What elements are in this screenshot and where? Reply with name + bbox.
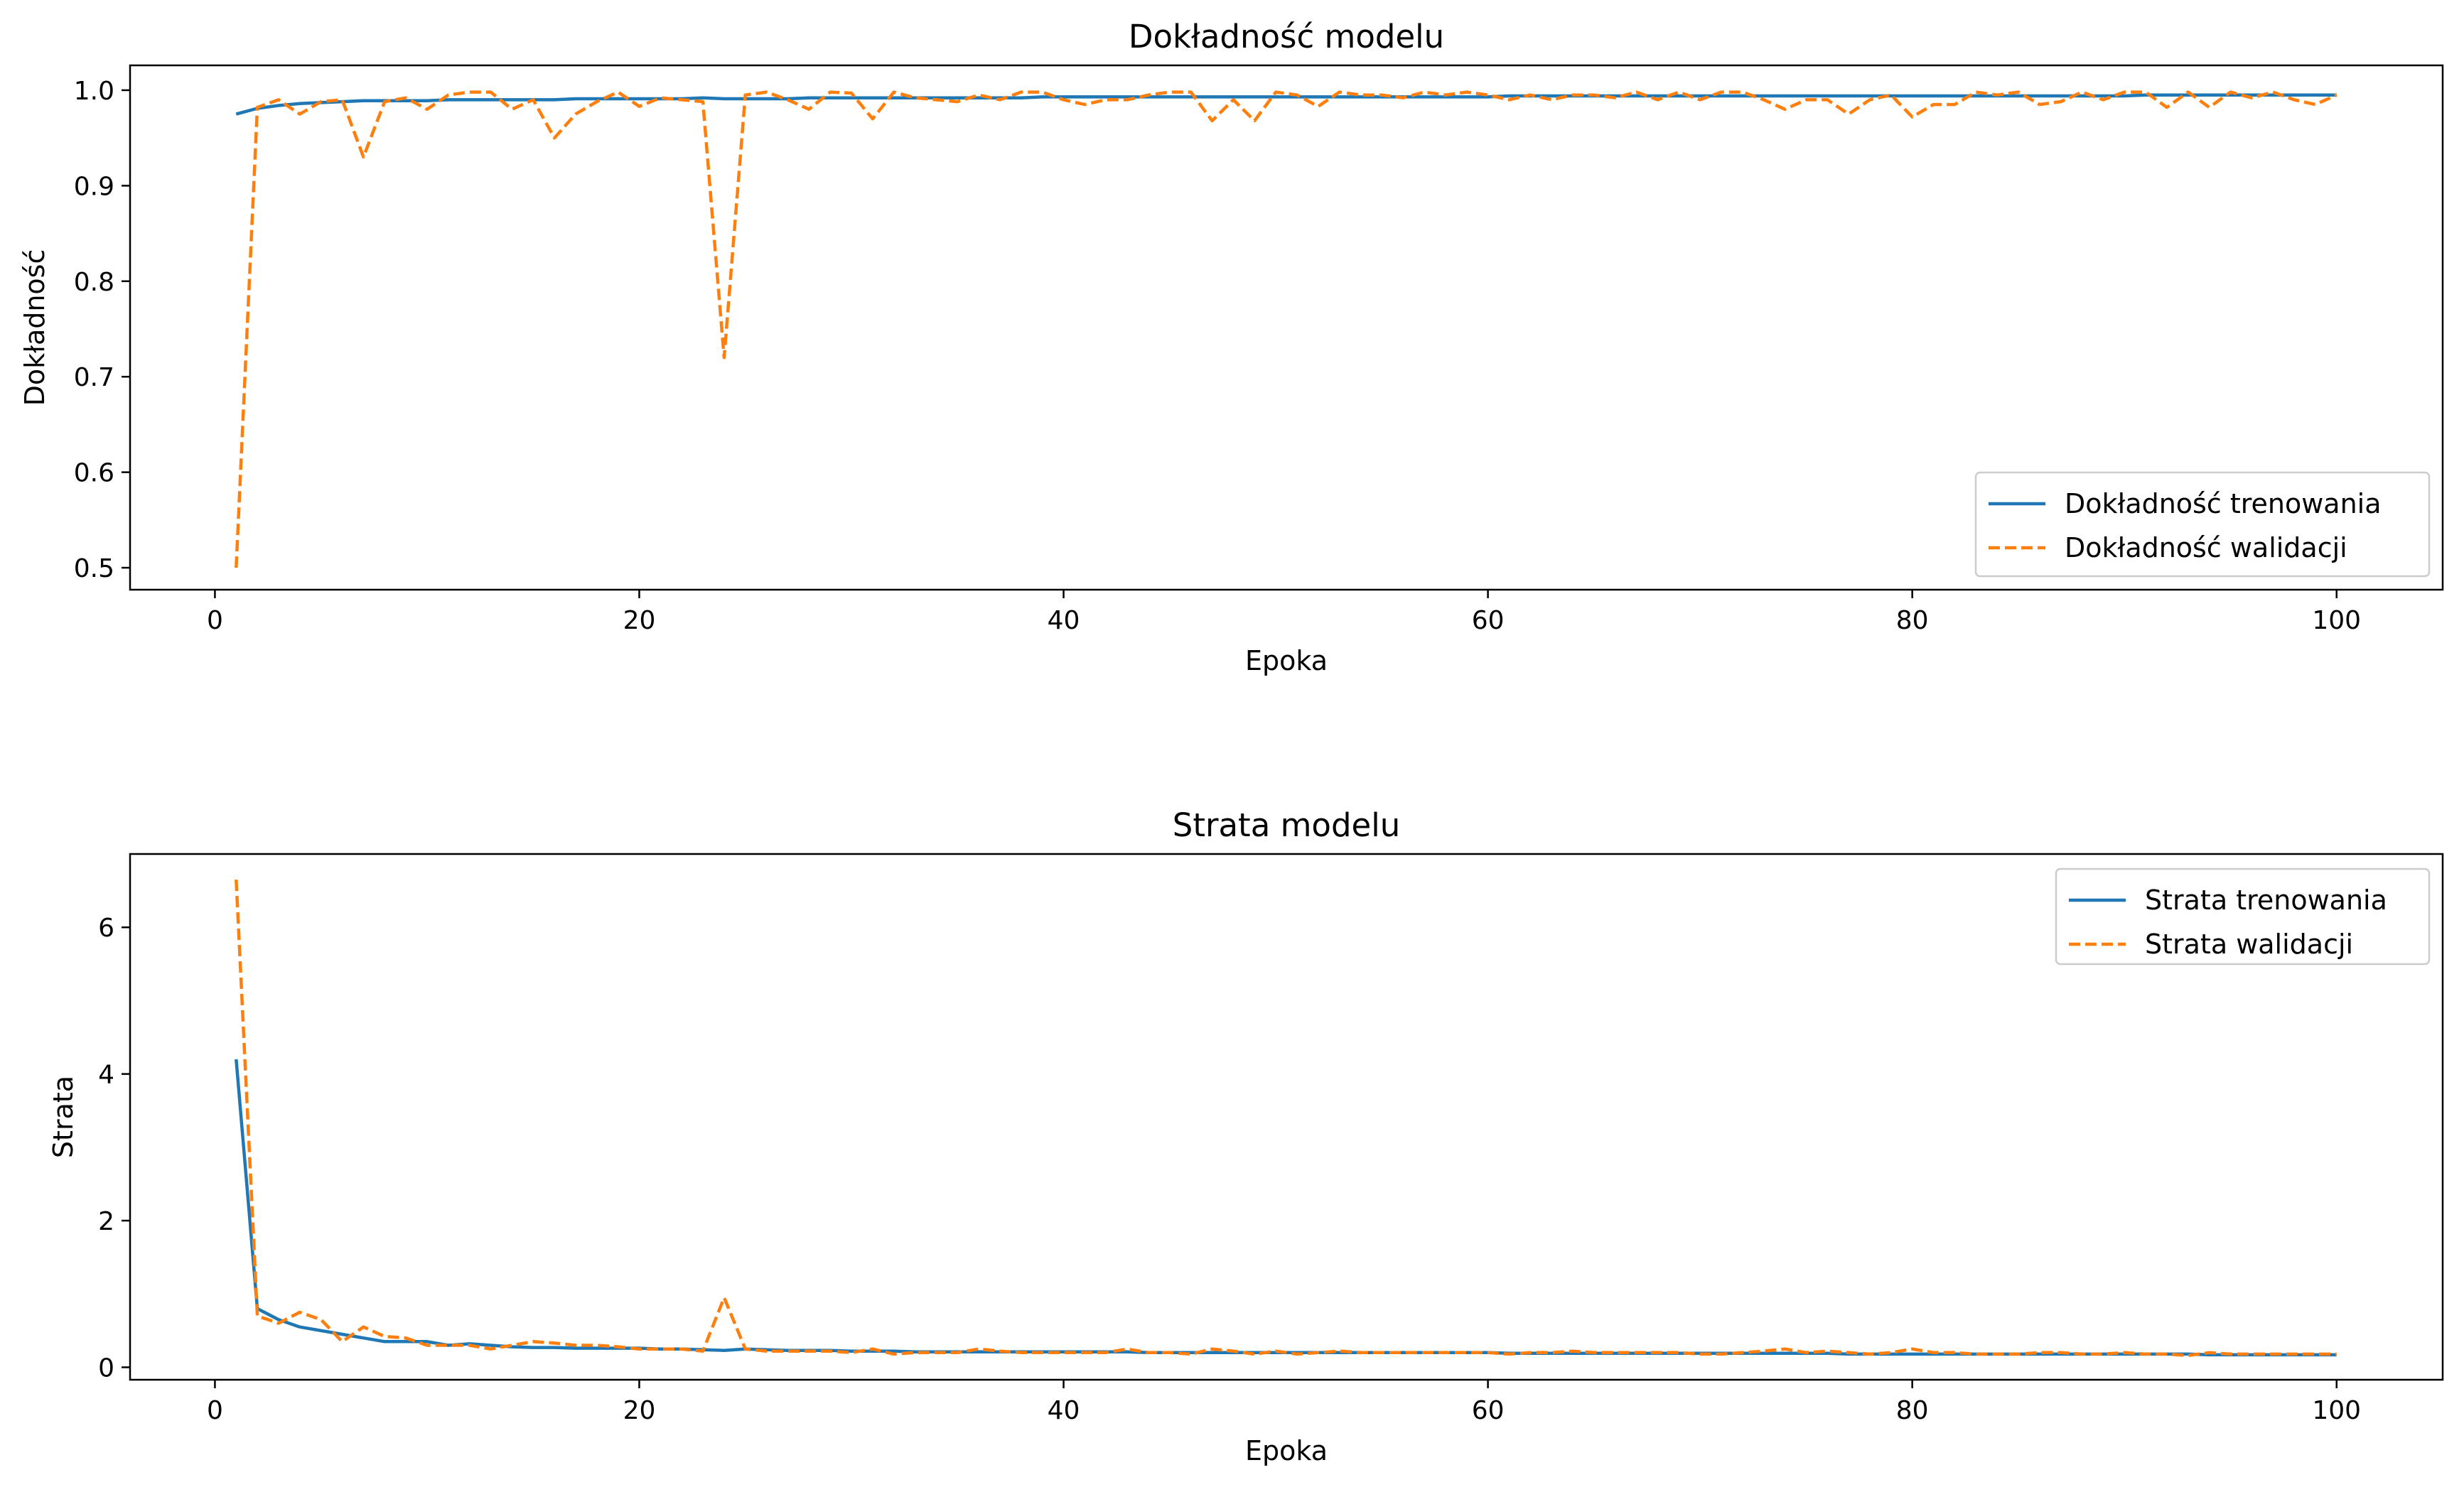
x-tick-label: 40 (1048, 606, 1080, 635)
y-tick-label: 6 (98, 914, 114, 943)
x-tick-label: 80 (1896, 606, 1929, 635)
x-axis-label: Epoka (1245, 645, 1328, 676)
chart-panel-1: 0 20 40 60 80 100 0 2 4 6 Strata modelu Epoka Strata… (48, 806, 2444, 1466)
x-tick-label: 60 (1472, 606, 1505, 635)
plot-frame (129, 853, 2444, 1381)
x-axis-label: Epoka (1245, 1435, 1328, 1466)
series-line-train (235, 93, 2337, 116)
legend: Dokładność trenowania Dokładność walidacj… (1974, 471, 2431, 578)
x-tick-label: 100 (2312, 1396, 2361, 1425)
y-tick-label: 2 (98, 1207, 114, 1236)
series-line-val (235, 90, 2337, 568)
y-tick-label: 0.9 (74, 172, 114, 201)
chart-title: Strata modelu (1173, 806, 1400, 844)
chart-panel-0: 0 20 40 60 80 100 0.5 0.6 0.7 0.8 0.9 1.0 Dokładność… (19, 18, 2444, 676)
y-tick-label: 0.7 (74, 363, 114, 392)
legend-label-train: Strata trenowania (2145, 885, 2387, 916)
series-line-val (235, 879, 2337, 1358)
legend: Strata trenowania Strata walidacji (2055, 867, 2431, 966)
y-tick-label: 4 (98, 1061, 114, 1090)
x-tick-label: 20 (623, 1396, 656, 1425)
legend-box (1974, 471, 2431, 578)
x-tick-label: 0 (207, 606, 223, 635)
x-tick-label: 100 (2312, 606, 2361, 635)
series-line-train (235, 1059, 2337, 1357)
x-tick-label: 20 (623, 606, 656, 635)
legend-label-val: Dokładność walidacji (2065, 532, 2347, 563)
y-tick-label: 0 (98, 1353, 114, 1383)
y-tick-label: 0.5 (74, 554, 114, 583)
y-axis-label: Dokładność (19, 249, 50, 406)
x-tick-label: 0 (207, 1396, 223, 1425)
y-tick-label: 0.8 (74, 268, 114, 297)
legend-label-train: Dokładność trenowania (2065, 488, 2382, 519)
chart-title: Dokładność modelu (1129, 18, 1444, 55)
x-tick-label: 80 (1896, 1396, 1929, 1425)
legend-box (2055, 867, 2431, 966)
x-tick-label: 40 (1048, 1396, 1080, 1425)
y-tick-label: 0.6 (74, 459, 114, 488)
plot-frame (129, 64, 2444, 591)
y-tick-label: 1.0 (74, 77, 114, 106)
x-tick-label: 60 (1472, 1396, 1505, 1425)
legend-label-val: Strata walidacji (2145, 929, 2353, 960)
y-axis-label: Strata (48, 1076, 79, 1158)
